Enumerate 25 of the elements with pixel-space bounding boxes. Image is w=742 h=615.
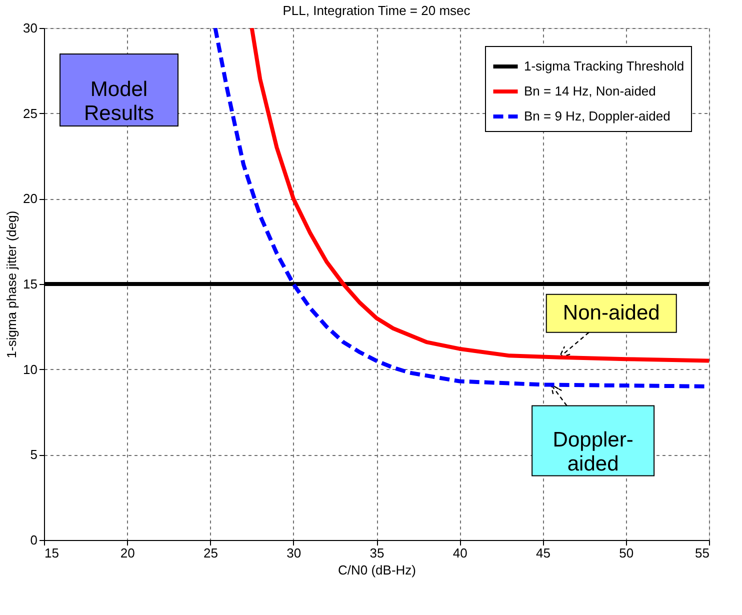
x-tick-label: 15 (44, 546, 59, 560)
legend-label: 1-sigma Tracking Threshold (524, 58, 684, 74)
x-tick-label: 35 (370, 546, 384, 560)
x-tick-label: 50 (619, 546, 634, 560)
annotation: Non-aided (562, 301, 660, 324)
x-tick-label: 25 (204, 546, 218, 560)
y-tick-label: 20 (23, 191, 38, 206)
x-tick-label: 40 (452, 546, 468, 560)
x-tick-label: 45 (536, 546, 550, 560)
annotation: Model Results (84, 78, 154, 125)
y-tick-label: 15 (23, 276, 38, 292)
x-axis-title: C/N0 (dB-Hz) (338, 562, 416, 578)
x-tick-label: 55 (695, 546, 710, 560)
chart-title: PLL, Integration Time = 20 msec (282, 3, 471, 18)
x-tick-label: 20 (120, 546, 135, 560)
y-axis-title: 1-sigma phase jitter (deg) (4, 210, 20, 358)
annotation: Doppler-aided (552, 428, 634, 476)
y-tick-label: 5 (30, 447, 38, 462)
legend-label: Bn = 14 Hz, Non-aided (524, 84, 656, 98)
y-tick-label: 30 (23, 20, 38, 36)
y-tick-label: 10 (23, 362, 38, 377)
y-tick-label: 25 (23, 106, 38, 121)
x-tick-label: 30 (286, 546, 302, 560)
y-tick-label: 0 (30, 532, 38, 548)
legend-label: Bn = 9 Hz, Doppler-aided (524, 108, 670, 124)
